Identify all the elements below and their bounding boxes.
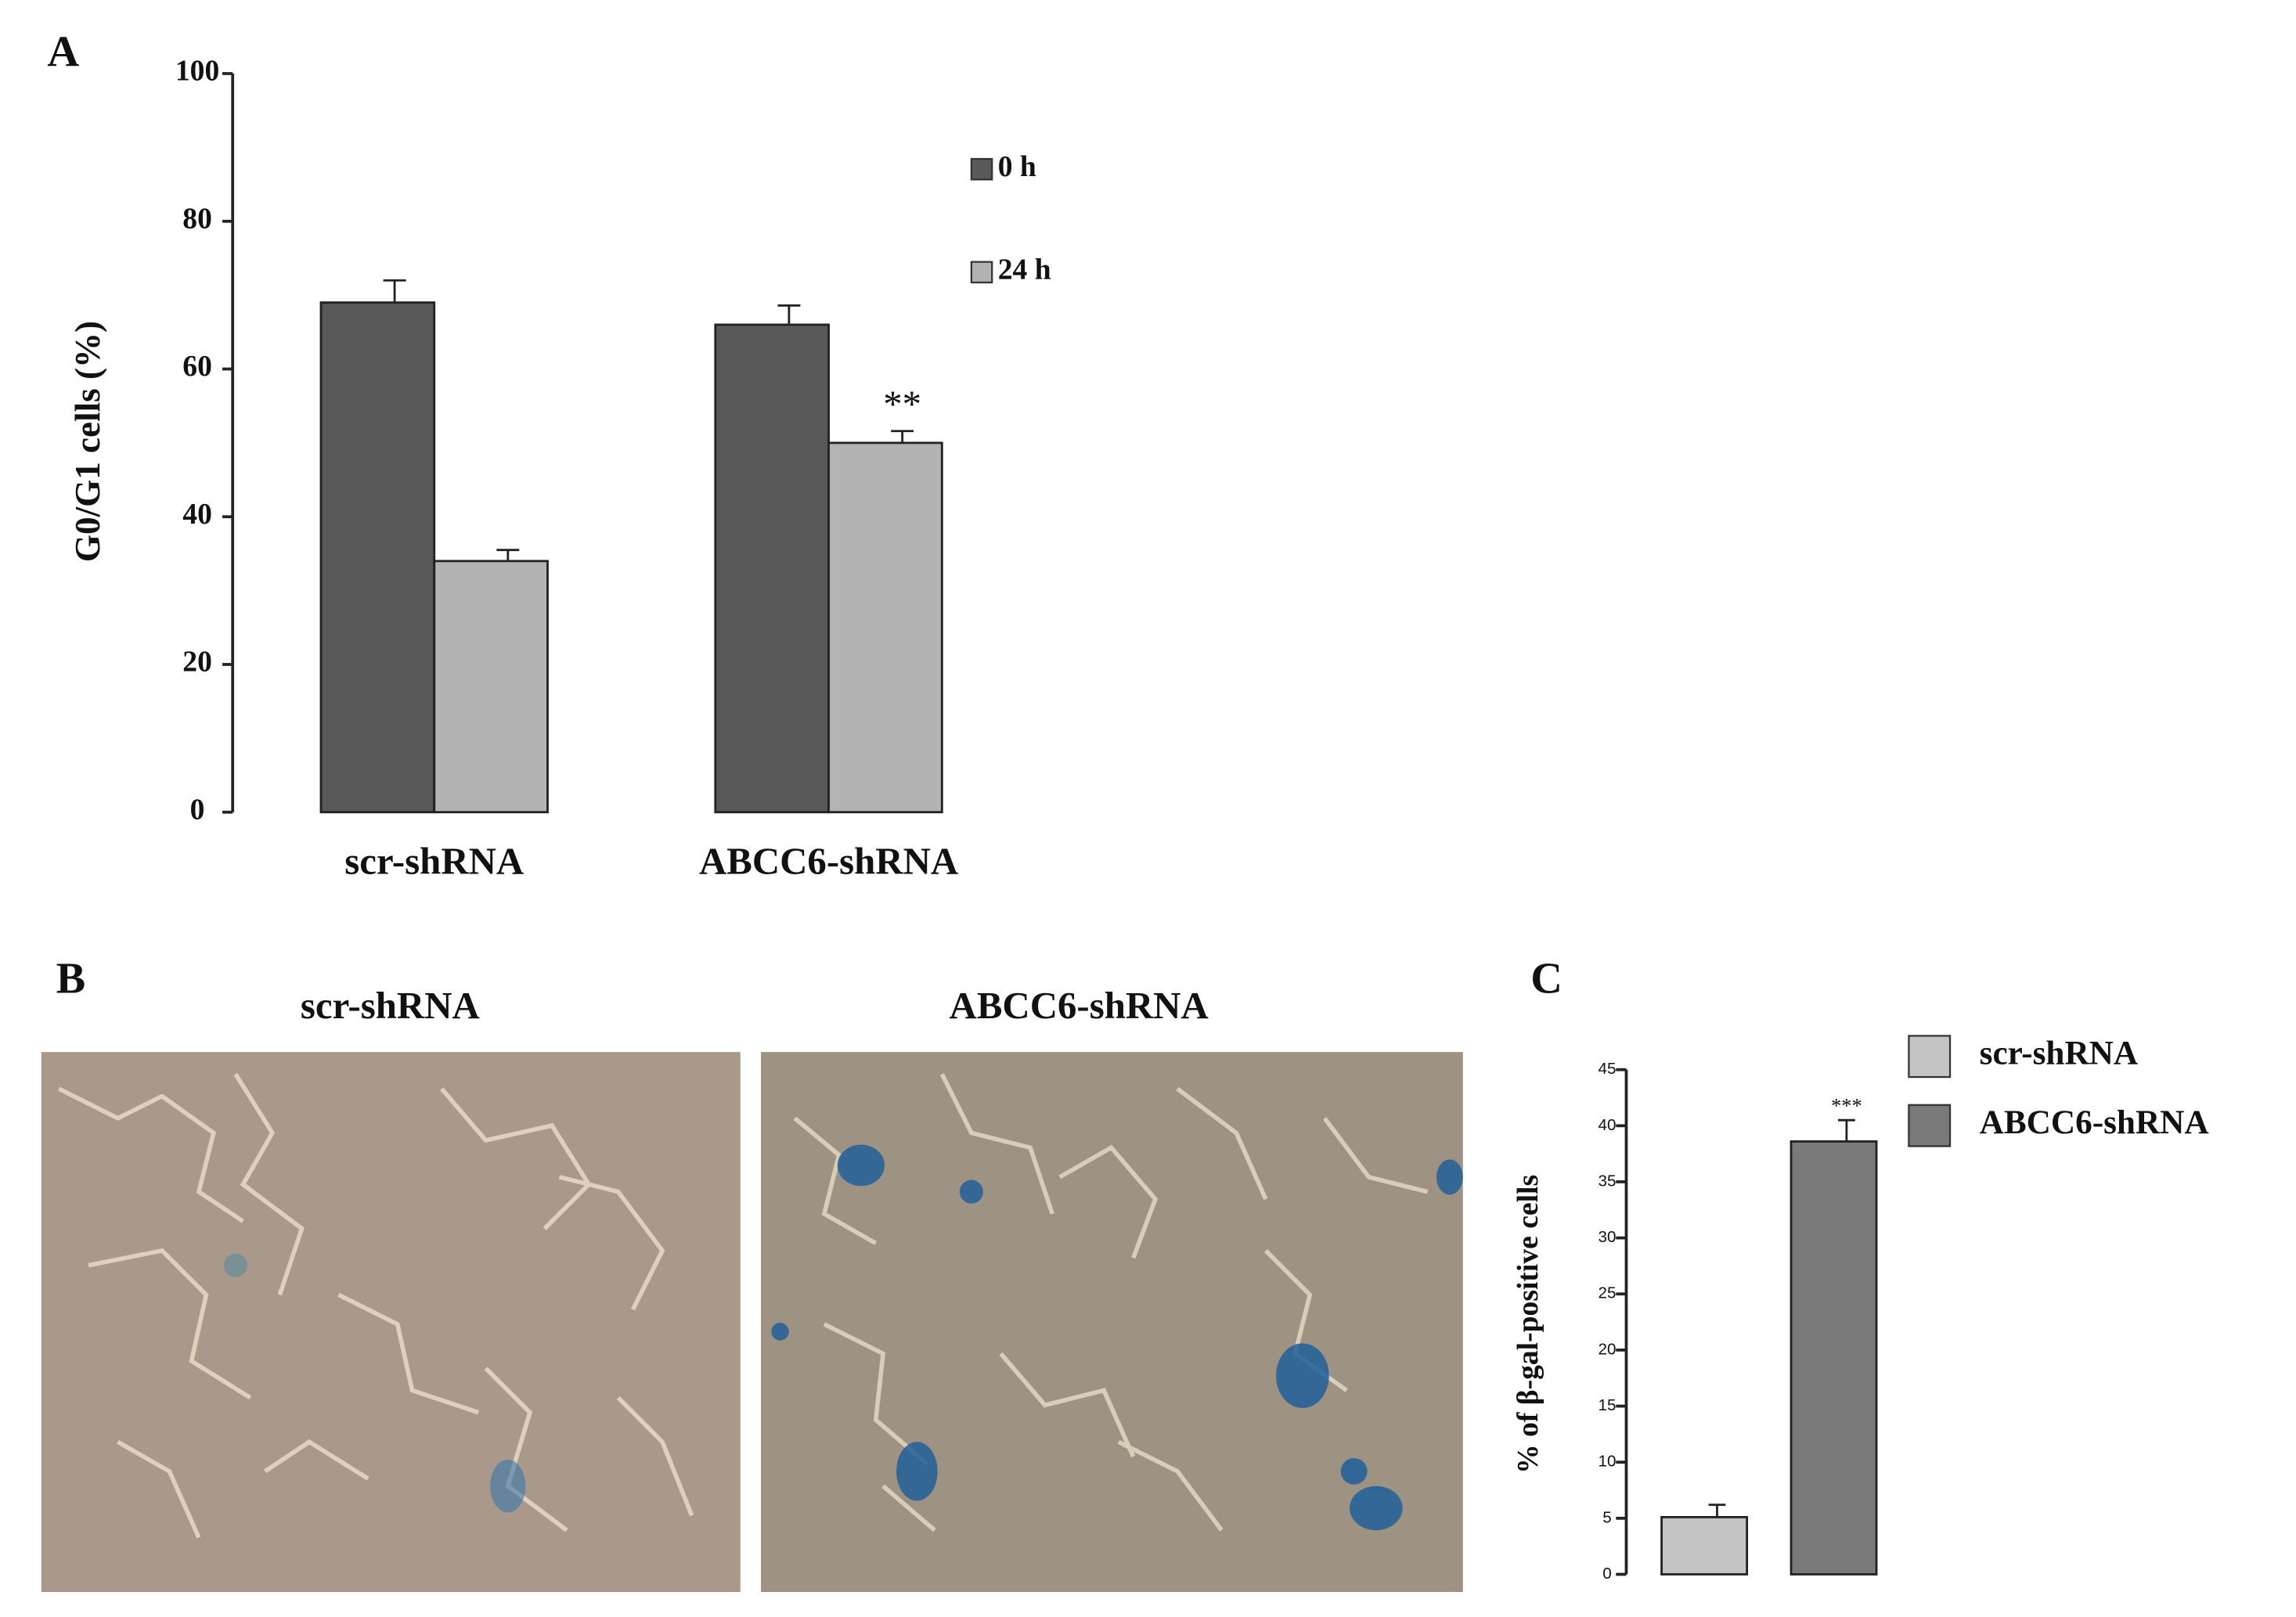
legend-label: 0 h xyxy=(998,151,1036,183)
significance-label: ** xyxy=(883,383,921,426)
micrograph xyxy=(41,1052,741,1593)
y-tick-label: 80 xyxy=(182,203,212,235)
legend-swatch xyxy=(970,157,993,181)
y-tick-label: 30 xyxy=(1599,1228,1617,1246)
y-tick-label: 20 xyxy=(182,646,212,679)
y-tick-label: 100 xyxy=(175,56,219,88)
x-tick-label: scr-shRNA xyxy=(344,840,524,883)
x-tick-label: ABCC6-shRNA xyxy=(699,840,958,883)
bar xyxy=(1790,1140,1878,1576)
bar xyxy=(714,323,830,814)
y-tick-label: 0 xyxy=(1602,1565,1612,1583)
y-tick-label: 25 xyxy=(1599,1284,1617,1302)
legend-label: 24 h xyxy=(998,254,1051,286)
y-tick-label: 5 xyxy=(1602,1508,1612,1526)
panel-label: B xyxy=(56,955,86,1003)
legend-label: ABCC6-shRNA xyxy=(1980,1104,2209,1141)
significance-label: *** xyxy=(1831,1094,1862,1117)
micrograph xyxy=(761,1052,1463,1593)
legend-label: scr-shRNA xyxy=(1980,1035,2138,1072)
bar xyxy=(1660,1515,1749,1576)
legend-swatch xyxy=(970,261,993,284)
y-tick-label: 35 xyxy=(1599,1172,1617,1190)
bar xyxy=(827,441,943,814)
bar xyxy=(319,301,436,814)
y-axis-label: % of β-gal-positive cells xyxy=(1512,1175,1544,1474)
y-tick-label: 40 xyxy=(1599,1116,1617,1134)
legend-swatch xyxy=(1908,1035,1952,1079)
legend-swatch xyxy=(1908,1104,1952,1147)
y-tick-label: 15 xyxy=(1599,1396,1617,1414)
panel-label: A xyxy=(47,27,79,76)
y-tick-label: 10 xyxy=(1599,1453,1617,1471)
y-tick-label: 40 xyxy=(182,499,212,531)
y-tick-label: 60 xyxy=(182,351,212,383)
image-caption: ABCC6-shRNA xyxy=(950,984,1209,1027)
y-tick-label: 0 xyxy=(190,794,205,826)
panel-label: C xyxy=(1530,955,1563,1003)
y-axis-label: G0/G1 cells (%) xyxy=(68,321,107,562)
bar xyxy=(433,560,549,814)
y-tick-label: 20 xyxy=(1599,1340,1617,1358)
y-tick-label: 45 xyxy=(1599,1060,1617,1078)
image-caption: scr-shRNA xyxy=(301,984,480,1027)
